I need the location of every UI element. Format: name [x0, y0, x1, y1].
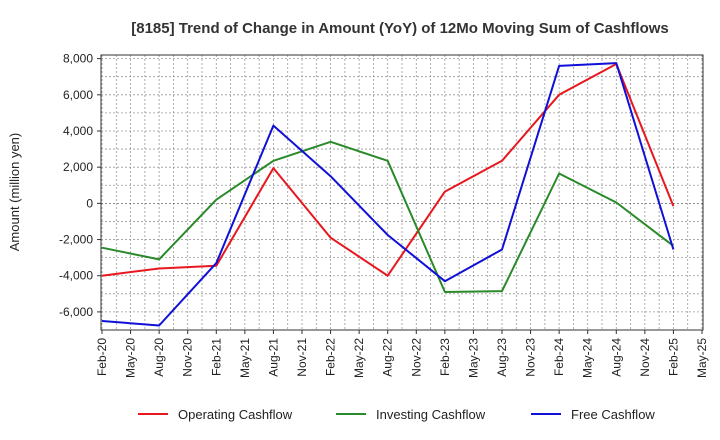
x-tick-label: Nov-21	[295, 338, 309, 377]
y-tick-label: -4,000	[59, 269, 93, 283]
legend-label-operating-cashflow: Operating Cashflow	[178, 407, 293, 422]
y-axis-label: Amount (million yen)	[7, 133, 22, 252]
x-tick-label: Aug-22	[381, 338, 395, 377]
x-tick-label: Feb-24	[552, 338, 566, 376]
operating-cashflow-line	[101, 63, 675, 277]
x-tick-label: Nov-23	[524, 338, 538, 377]
legend: Operating Cashflow Investing Cashflow Free…	[138, 407, 655, 422]
free-cashflow-line	[101, 62, 675, 327]
investing-cashflow-line	[101, 140, 675, 293]
x-tick-label: Aug-23	[495, 338, 509, 377]
y-tick-label: 2,000	[63, 160, 93, 174]
y-tick-label: 8,000	[63, 52, 93, 66]
x-tick-label: Aug-20	[152, 338, 166, 377]
y-tick-label: 0	[86, 196, 93, 210]
y-tick-label: -2,000	[59, 233, 93, 247]
x-tick-label: Feb-23	[438, 338, 452, 376]
x-tick-label: Feb-22	[324, 338, 338, 376]
y-tick-label: 6,000	[63, 88, 93, 102]
x-tick-label: Aug-24	[609, 338, 623, 377]
series-lines	[101, 62, 675, 327]
y-axis-ticks: 8,000 6,000 4,000 2,000 0 -2,000 -4,000 -6,000	[59, 52, 101, 319]
x-tick-label: Feb-20	[95, 338, 109, 376]
plot-area-frame	[100, 54, 704, 331]
x-tick-label: Nov-24	[638, 338, 652, 377]
x-tick-label: May-20	[124, 338, 138, 378]
grid-lines	[101, 55, 703, 330]
x-tick-label: Aug-21	[266, 338, 280, 377]
x-axis-ticks: Feb-20 May-20 Aug-20 Nov-20 Feb-21 May-21 Aug-…	[95, 330, 709, 378]
x-tick-label: May-25	[695, 338, 709, 378]
x-tick-label: May-24	[581, 338, 595, 378]
y-tick-label: -6,000	[59, 305, 93, 319]
chart-title: [8185] Trend of Change in Amount (YoY) o…	[131, 20, 669, 37]
y-tick-label: 4,000	[63, 124, 93, 138]
x-tick-label: May-22	[352, 338, 366, 378]
x-tick-label: May-21	[238, 338, 252, 378]
x-tick-label: Feb-25	[666, 338, 680, 376]
x-tick-label: Nov-22	[409, 338, 423, 377]
x-tick-label: Feb-21	[209, 338, 223, 376]
x-tick-label: Nov-20	[181, 338, 195, 377]
legend-label-free-cashflow: Free Cashflow	[571, 407, 655, 422]
legend-label-investing-cashflow: Investing Cashflow	[376, 407, 486, 422]
x-tick-label: May-23	[466, 338, 480, 378]
